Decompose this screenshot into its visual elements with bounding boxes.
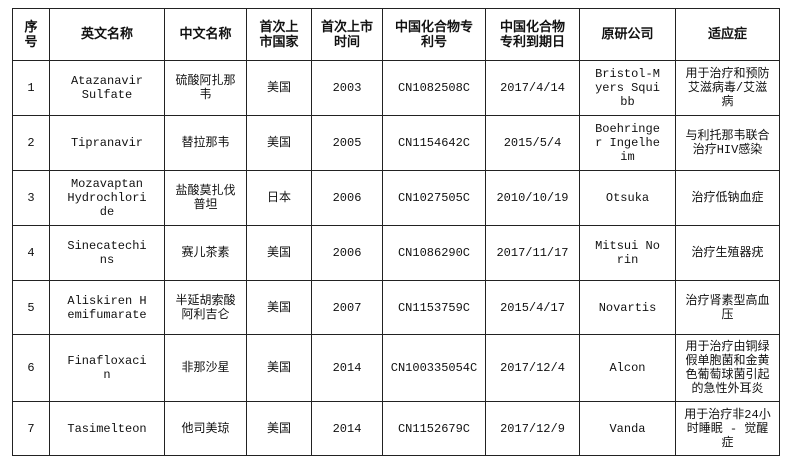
drug-patent-table: 序号 英文名称 中文名称 首次上市国家 首次上市时间 中国化合物专利号 中国化合… bbox=[12, 8, 780, 456]
cell-index: 2 bbox=[12, 115, 50, 171]
cell-first-country: 美国 bbox=[246, 280, 312, 335]
cell-first-country: 美国 bbox=[246, 115, 312, 171]
cell-english-name: Sinecatechins bbox=[49, 225, 165, 281]
table-row: 2 Tipranavir 替拉那韦 美国 2005 CN1154642C 2015/5/4 B… bbox=[12, 115, 780, 171]
cell-patent-number: CN1082508C bbox=[382, 60, 486, 116]
header-first-country: 首次上市国家 bbox=[246, 8, 312, 61]
header-patent-number: 中国化合物专利号 bbox=[382, 8, 486, 61]
cell-patent-number: CN100335054C bbox=[382, 334, 486, 402]
cell-indication: 与利托那韦联合治疗HIV感染 bbox=[675, 115, 780, 171]
cell-chinese-name: 赛儿茶素 bbox=[164, 225, 247, 281]
cell-patent-expiry: 2010/10/19 bbox=[485, 170, 580, 226]
cell-indication: 治疗低钠血症 bbox=[675, 170, 780, 226]
cell-first-year: 2006 bbox=[311, 225, 383, 281]
cell-patent-expiry: 2015/4/17 bbox=[485, 280, 580, 335]
header-originator: 原研公司 bbox=[579, 8, 676, 61]
header-indication: 适应症 bbox=[675, 8, 780, 61]
cell-index: 3 bbox=[12, 170, 50, 226]
cell-index: 4 bbox=[12, 225, 50, 281]
header-patent-expiry: 中国化合物专利到期日 bbox=[485, 8, 580, 61]
cell-first-country: 美国 bbox=[246, 334, 312, 402]
cell-first-year: 2007 bbox=[311, 280, 383, 335]
table-row: 4 Sinecatechins 赛儿茶素 美国 2006 CN1086290C 2017/1… bbox=[12, 225, 780, 281]
cell-patent-expiry: 2015/5/4 bbox=[485, 115, 580, 171]
cell-english-name: Tipranavir bbox=[49, 115, 165, 171]
cell-indication: 用于治疗由铜绿假单胞菌和金黄色葡萄球菌引起的急性外耳炎 bbox=[675, 334, 780, 402]
cell-indication: 治疗肾素型高血压 bbox=[675, 280, 780, 335]
cell-chinese-name: 替拉那韦 bbox=[164, 115, 247, 171]
cell-first-country: 美国 bbox=[246, 60, 312, 116]
cell-english-name: Finafloxacin bbox=[49, 334, 165, 402]
cell-first-year: 2006 bbox=[311, 170, 383, 226]
header-row: 序号 英文名称 中文名称 首次上市国家 首次上市时间 中国化合物专利号 中国化合… bbox=[12, 8, 780, 61]
header-chinese-name: 中文名称 bbox=[164, 8, 247, 61]
table-row: 1 Atazanavir Sulfate 硫酸阿扎那韦 美国 2003 CN1082508… bbox=[12, 60, 780, 116]
cell-first-country: 日本 bbox=[246, 170, 312, 226]
cell-english-name: Mozavaptan Hydrochloride bbox=[49, 170, 165, 226]
cell-patent-number: CN1027505C bbox=[382, 170, 486, 226]
cell-english-name: Atazanavir Sulfate bbox=[49, 60, 165, 116]
cell-first-year: 2003 bbox=[311, 60, 383, 116]
cell-chinese-name: 非那沙星 bbox=[164, 334, 247, 402]
cell-english-name: Aliskiren Hemifumarate bbox=[49, 280, 165, 335]
cell-chinese-name: 硫酸阿扎那韦 bbox=[164, 60, 247, 116]
cell-originator: Mitsui Norin bbox=[579, 225, 676, 281]
header-index: 序号 bbox=[12, 8, 50, 61]
cell-first-year: 2005 bbox=[311, 115, 383, 171]
cell-patent-expiry: 2017/4/14 bbox=[485, 60, 580, 116]
cell-first-year: 2014 bbox=[311, 334, 383, 402]
table-row: 5 Aliskiren Hemifumarate 半延胡索酸阿利吉仑 美国 2007 CN… bbox=[12, 280, 780, 335]
cell-first-year: 2014 bbox=[311, 401, 383, 456]
cell-patent-number: CN1086290C bbox=[382, 225, 486, 281]
cell-patent-number: CN1152679C bbox=[382, 401, 486, 456]
header-first-year: 首次上市时间 bbox=[311, 8, 383, 61]
header-english-name: 英文名称 bbox=[49, 8, 165, 61]
cell-indication: 治疗生殖器疣 bbox=[675, 225, 780, 281]
cell-originator: Otsuka bbox=[579, 170, 676, 226]
cell-patent-expiry: 2017/11/17 bbox=[485, 225, 580, 281]
cell-chinese-name: 盐酸莫扎伐普坦 bbox=[164, 170, 247, 226]
cell-patent-expiry: 2017/12/9 bbox=[485, 401, 580, 456]
cell-originator: Alcon bbox=[579, 334, 676, 402]
cell-originator: Bristol-Myers Squibb bbox=[579, 60, 676, 116]
cell-originator: Vanda bbox=[579, 401, 676, 456]
cell-english-name: Tasimelteon bbox=[49, 401, 165, 456]
cell-first-country: 美国 bbox=[246, 225, 312, 281]
cell-indication: 用于治疗非24小时睡眠 - 觉醒症 bbox=[675, 401, 780, 456]
cell-chinese-name: 他司美琼 bbox=[164, 401, 247, 456]
cell-chinese-name: 半延胡索酸阿利吉仑 bbox=[164, 280, 247, 335]
table-row: 6 Finafloxacin 非那沙星 美国 2014 CN100335054C 2017/… bbox=[12, 334, 780, 402]
cell-patent-number: CN1153759C bbox=[382, 280, 486, 335]
cell-index: 6 bbox=[12, 334, 50, 402]
cell-index: 1 bbox=[12, 60, 50, 116]
cell-patent-number: CN1154642C bbox=[382, 115, 486, 171]
cell-indication: 用于治疗和预防艾滋病毒/艾滋病 bbox=[675, 60, 780, 116]
cell-originator: Boehringer Ingelheim bbox=[579, 115, 676, 171]
cell-patent-expiry: 2017/12/4 bbox=[485, 334, 580, 402]
cell-index: 7 bbox=[12, 401, 50, 456]
cell-originator: Novartis bbox=[579, 280, 676, 335]
cell-first-country: 美国 bbox=[246, 401, 312, 456]
cell-index: 5 bbox=[12, 280, 50, 335]
table-row: 3 Mozavaptan Hydrochloride 盐酸莫扎伐普坦 日本 2006 CN… bbox=[12, 170, 780, 226]
table-row: 7 Tasimelteon 他司美琼 美国 2014 CN1152679C 2017/12/… bbox=[12, 401, 780, 456]
